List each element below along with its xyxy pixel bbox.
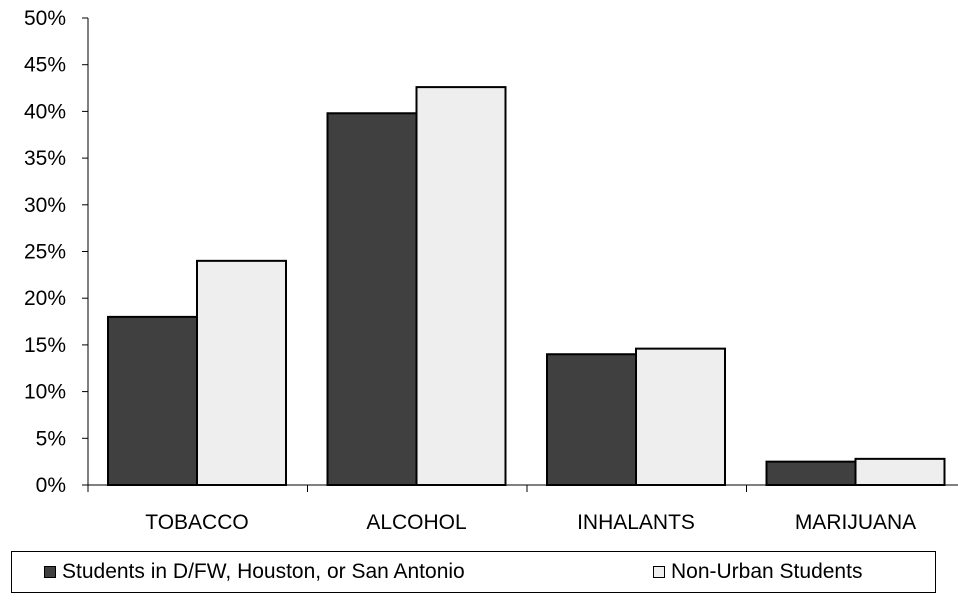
y-tick-label: 35% (24, 147, 66, 170)
legend-label-non-urban: Non-Urban Students (671, 560, 863, 583)
x-tick-label: ALCOHOL (366, 511, 466, 534)
legend-swatch-non-urban (653, 566, 665, 578)
y-tick-label: 5% (36, 427, 66, 450)
y-tick-label: 15% (24, 334, 66, 357)
y-tick-label: 40% (24, 100, 66, 123)
y-tick-label: 45% (24, 54, 66, 77)
legend-item-non-urban: Non-Urban Students (653, 560, 862, 584)
legend-label-urban: Students in D/FW, Houston, or San Antoni… (62, 560, 465, 583)
y-tick-label: 30% (24, 194, 66, 217)
y-tick-label: 50% (24, 7, 66, 30)
bar-urban-tobacco (107, 315, 198, 486)
bar-urban-marijuana (765, 460, 857, 486)
y-tick-label: 0% (36, 474, 66, 497)
bar-non-urban-marijuana (854, 457, 946, 486)
legend-item-urban: Students in D/FW, Houston, or San Antoni… (44, 560, 465, 584)
bar-non-urban-inhalants (635, 347, 726, 486)
bar-non-urban-alcohol (415, 86, 507, 486)
bar-chart: 0% 5% 10% 15% 20% 25% 30% 35% 40% 45% 50% TOBACCO AL… (24, 7, 958, 534)
y-tick-label: 10% (24, 381, 66, 404)
bar-non-urban-tobacco (196, 259, 287, 486)
y-tick-label: 20% (24, 287, 66, 310)
legend: Students in D/FW, Houston, or San Antoni… (11, 551, 936, 593)
y-tick-label: 25% (24, 241, 66, 264)
bar-urban-inhalants (546, 353, 637, 486)
x-tick-label: MARIJUANA (795, 511, 916, 534)
x-tick-label: INHALANTS (577, 511, 695, 534)
x-tick-label: TOBACCO (145, 511, 248, 534)
bar-urban-alcohol (326, 112, 418, 486)
legend-swatch-urban (44, 566, 56, 578)
